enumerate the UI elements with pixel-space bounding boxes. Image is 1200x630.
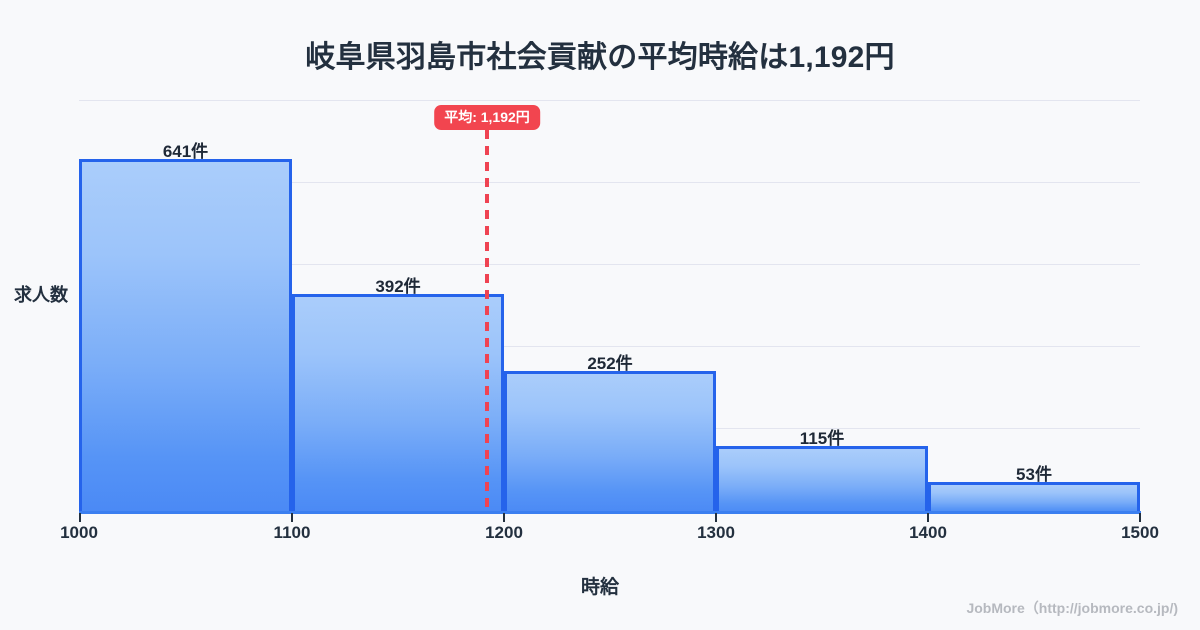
y-axis-title: 求人数: [14, 285, 68, 305]
footer-credit: JobMore（http://jobmore.co.jp/): [966, 600, 1178, 616]
x-axis-tick: [503, 513, 505, 522]
bar-value-label: 252件: [587, 354, 633, 373]
x-axis-tick: [1139, 513, 1141, 522]
bar-bin-1200-1300[interactable]: [504, 371, 716, 514]
x-axis-tick-label: 1000: [60, 523, 98, 542]
x-axis-tick-label: 1300: [697, 523, 735, 542]
bar-bin-1400-1500[interactable]: [928, 482, 1140, 514]
x-axis-tick: [291, 513, 293, 522]
bar-value-label: 392件: [375, 277, 421, 296]
bar-bin-1000-1100[interactable]: [79, 159, 292, 514]
bar-value-label: 53件: [1016, 465, 1052, 484]
chart-title: 岐阜県羽島市社会貢献の平均時給は1,192円: [305, 41, 895, 74]
x-axis-tick-label: 1400: [909, 523, 947, 542]
gridline: [79, 182, 1140, 183]
gridline: [79, 100, 1140, 101]
bar-value-label: 115件: [799, 429, 845, 448]
x-axis-tick-label: 1500: [1121, 523, 1159, 542]
average-badge: 平均: 1,192円: [434, 105, 540, 131]
average-line: [485, 130, 489, 513]
x-axis-tick: [79, 513, 81, 522]
x-axis-tick-label: 1200: [485, 523, 523, 542]
x-axis-tick: [715, 513, 717, 522]
x-axis-title: 時給: [580, 577, 619, 598]
bar-bin-1100-1200[interactable]: [292, 294, 504, 514]
bar-bin-1300-1400[interactable]: [716, 446, 928, 514]
x-axis-line: [79, 511, 1141, 514]
gridline: [79, 346, 1140, 347]
bar-value-label: 641件: [162, 142, 209, 161]
x-axis-tick: [927, 513, 929, 522]
gridline: [79, 264, 1140, 265]
x-axis-tick-label: 1100: [273, 523, 311, 542]
